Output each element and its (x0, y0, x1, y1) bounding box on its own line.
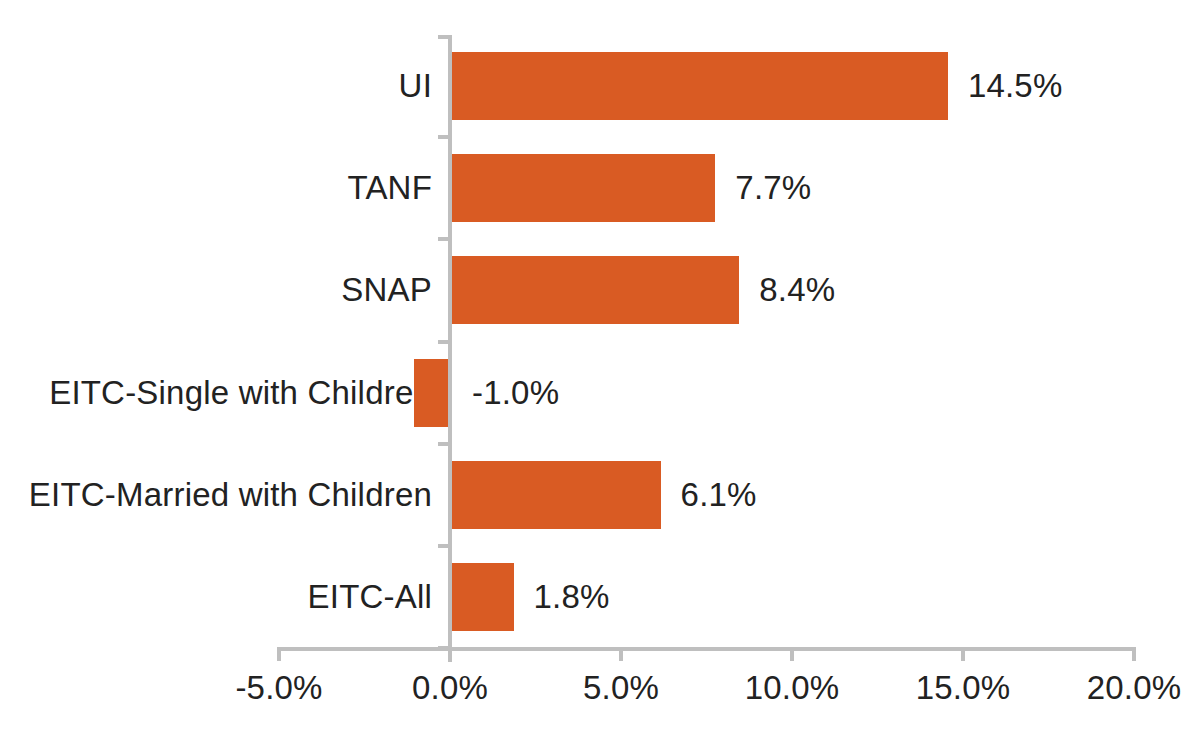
horizontal-bar-chart: -5.0% 0.0% 5.0% 10.0% 15.0% 20.0% UI 14.5% TANF 7… (0, 0, 1200, 730)
x-axis-tick (961, 647, 965, 661)
category-label: TANF (0, 166, 432, 210)
y-axis-tick (438, 135, 452, 139)
x-axis-tick (790, 647, 794, 661)
x-axis-tick (1132, 647, 1136, 661)
x-axis-tick (277, 647, 281, 661)
value-label: -1.0% (472, 371, 559, 415)
bar (452, 256, 739, 324)
chart-canvas: -5.0% 0.0% 5.0% 10.0% 15.0% 20.0% UI 14.5% TANF 7… (0, 0, 1200, 730)
y-axis-tick (438, 35, 452, 39)
value-label: 1.8% (534, 575, 610, 619)
x-axis-tick (619, 647, 623, 661)
category-label: SNAP (0, 268, 432, 312)
x-tick-label: 15.0% (883, 668, 1043, 708)
x-tick-label: 10.0% (712, 668, 872, 708)
category-label: EITC-All (0, 575, 432, 619)
bar (452, 461, 661, 529)
y-axis-tick (438, 544, 452, 548)
value-label: 14.5% (968, 64, 1063, 108)
bar (452, 563, 514, 631)
category-label: UI (0, 64, 432, 108)
bar (452, 154, 715, 222)
value-label: 6.1% (681, 473, 757, 517)
x-axis-tick (448, 647, 452, 661)
y-axis-tick (438, 442, 452, 446)
x-tick-label: 5.0% (541, 668, 701, 708)
y-axis-tick (438, 340, 452, 344)
value-label: 7.7% (735, 166, 811, 210)
x-tick-label: -5.0% (199, 668, 359, 708)
y-axis-tick (438, 237, 452, 241)
bar (414, 359, 448, 427)
bar (452, 52, 948, 120)
category-label: EITC-Married with Children (0, 473, 432, 517)
x-tick-label: 0.0% (370, 668, 530, 708)
category-label: EITC-Single with Children (0, 371, 432, 415)
x-tick-label: 20.0% (1054, 668, 1200, 708)
x-axis-line (277, 647, 1136, 651)
value-label: 8.4% (759, 268, 835, 312)
